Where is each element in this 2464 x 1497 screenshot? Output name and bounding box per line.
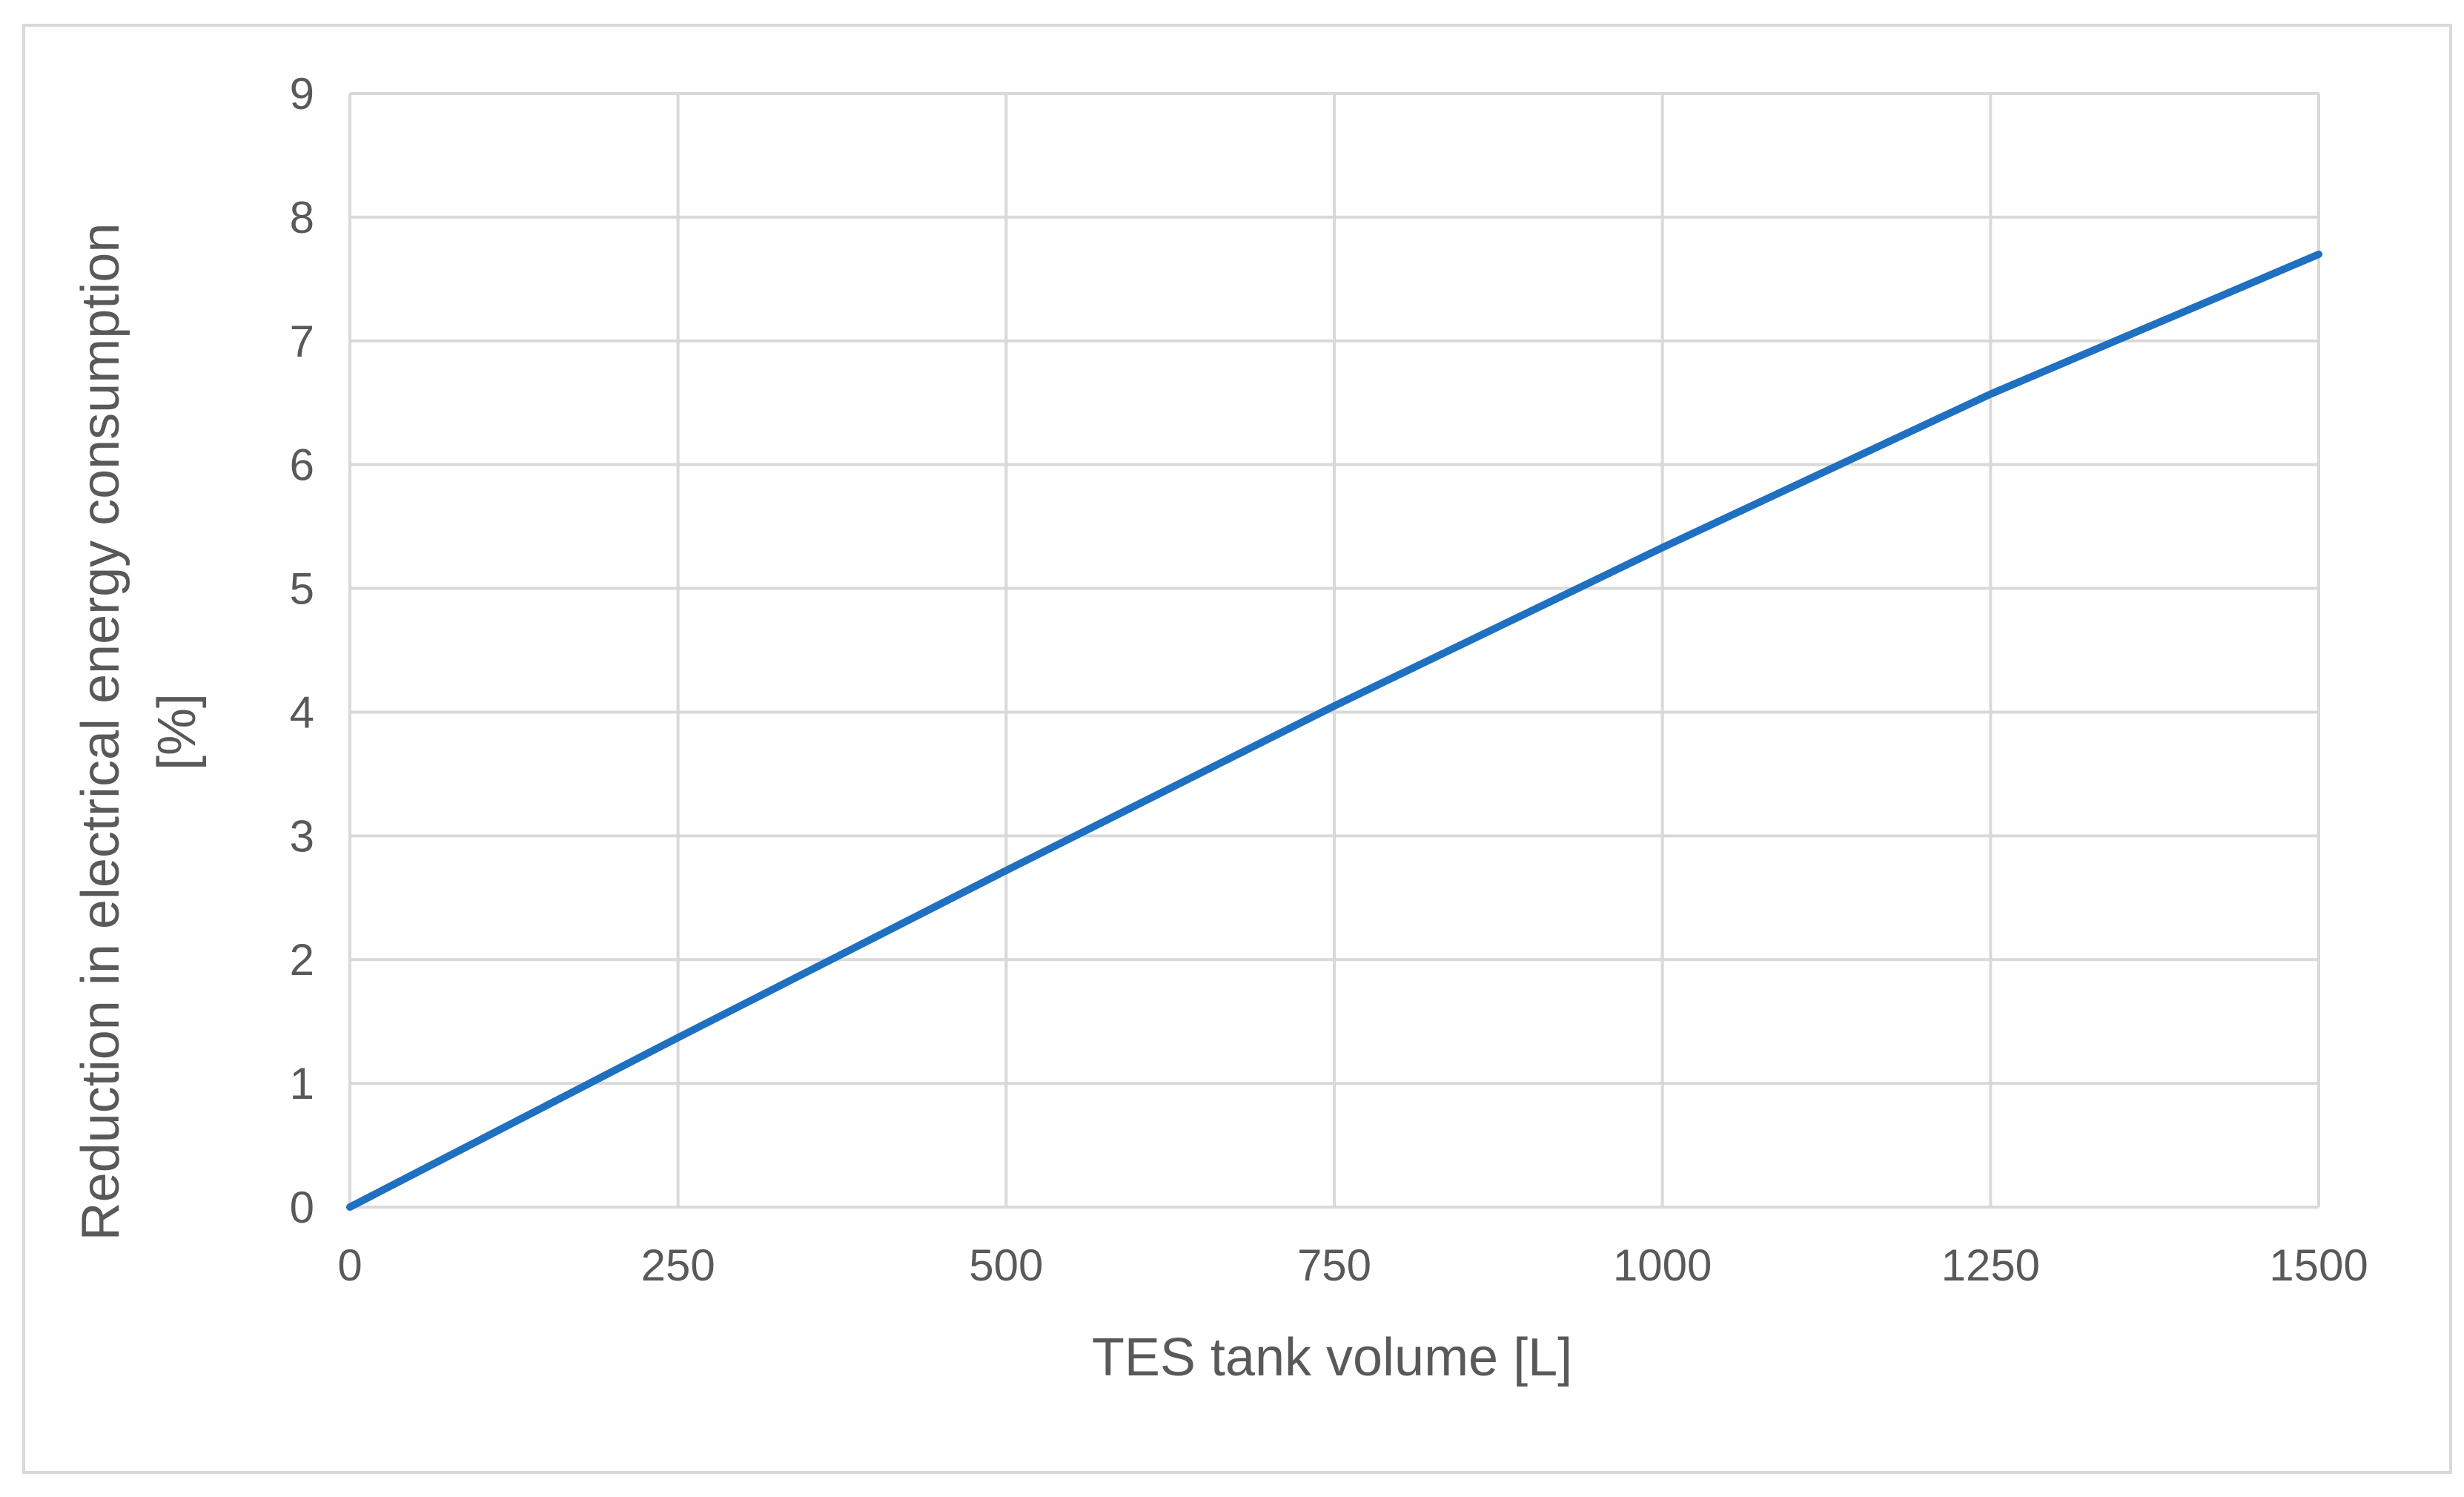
x-tick-label: 1500	[2269, 1240, 2368, 1290]
x-tick-label: 750	[1297, 1240, 1371, 1290]
y-axis-title-line-2: [%]	[148, 693, 207, 770]
y-tick-label: 0	[290, 1183, 314, 1232]
x-tick-label: 250	[641, 1240, 715, 1290]
y-tick-label: 2	[290, 935, 314, 985]
y-tick-label: 6	[290, 440, 314, 490]
y-tick-label: 5	[290, 564, 314, 614]
tick-labels: 0 1 2 3 4 5 6 7 8 9 0 250 500 750 1000 1250 1500	[290, 69, 2368, 1290]
y-tick-label: 7	[290, 317, 314, 366]
y-tick-label: 3	[290, 811, 314, 861]
grid-lines	[348, 92, 2320, 1209]
x-tick-label: 500	[969, 1240, 1043, 1290]
y-axis-title-line-1: Reduction in electrical energy consumpti…	[71, 223, 130, 1241]
y-axis-title: Reduction in electrical energy consumpti…	[71, 223, 207, 1241]
y-tick-label: 1	[290, 1059, 314, 1108]
x-tick-label: 1000	[1613, 1240, 1712, 1290]
x-tick-label: 0	[337, 1240, 362, 1290]
x-tick-label: 1250	[1941, 1240, 2040, 1290]
y-tick-label: 9	[290, 69, 314, 119]
x-axis-title: TES tank volume [L]	[1092, 1328, 1572, 1387]
series-lines	[346, 251, 2322, 1211]
y-tick-label: 4	[290, 687, 314, 737]
chart-frame	[22, 24, 2452, 1474]
y-tick-label: 8	[290, 193, 314, 242]
series-line-0	[346, 251, 2322, 1211]
